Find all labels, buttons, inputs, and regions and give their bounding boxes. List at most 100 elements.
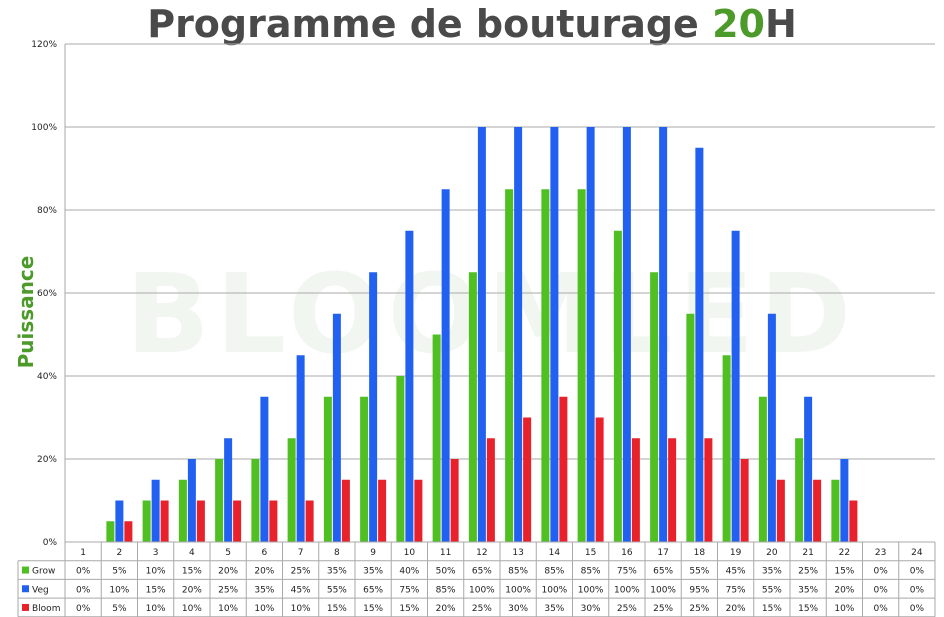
- y-axis-title: Puissance: [14, 256, 38, 369]
- y-tick-label: 80%: [37, 206, 57, 216]
- table-cell: 20%: [726, 604, 746, 614]
- bar-veg: [260, 396, 269, 542]
- bar-grow: [613, 230, 622, 542]
- legend-swatch: [22, 566, 29, 574]
- y-tick-label: 40%: [37, 372, 57, 382]
- table-cell: 85%: [581, 567, 601, 577]
- bar-veg: [659, 127, 668, 542]
- bar-bloom: [196, 500, 205, 542]
- table-cell: 10%: [254, 604, 274, 614]
- x-tick-label: 22: [839, 548, 850, 558]
- x-tick-label: 4: [189, 548, 195, 558]
- bar-bloom: [595, 417, 604, 542]
- table-cell: 55%: [689, 567, 709, 577]
- bar-bloom: [813, 479, 822, 542]
- table-cell: 15%: [146, 585, 166, 595]
- y-tick-label: 20%: [37, 455, 57, 465]
- x-tick-label: 21: [802, 548, 813, 558]
- table-cell: 25%: [798, 567, 818, 577]
- table-cell: 10%: [146, 604, 166, 614]
- table-cell: 25%: [291, 567, 311, 577]
- y-tick-label: 100%: [31, 123, 57, 133]
- table-cell: 100%: [469, 585, 495, 595]
- bar-veg: [115, 500, 124, 542]
- table-cell: 0%: [910, 585, 925, 595]
- x-tick-label: 16: [621, 548, 633, 558]
- table-cell: 45%: [291, 585, 311, 595]
- table-cell: 15%: [363, 604, 383, 614]
- table-cell: 0%: [873, 567, 888, 577]
- table-cell: 55%: [762, 585, 782, 595]
- x-tick-label: 10: [404, 548, 416, 558]
- bar-grow: [142, 500, 151, 542]
- bar-grow: [468, 272, 477, 542]
- table-cell: 85%: [508, 567, 528, 577]
- table-cell: 100%: [505, 585, 531, 595]
- table-cell: 100%: [650, 585, 676, 595]
- table-cell: 20%: [182, 585, 202, 595]
- table-cell: 15%: [762, 604, 782, 614]
- table-cell: 35%: [798, 585, 818, 595]
- table-cell: 100%: [542, 585, 568, 595]
- x-tick-label: 24: [911, 548, 923, 558]
- bar-bloom: [776, 479, 785, 542]
- table-cell: 25%: [689, 604, 709, 614]
- x-tick-label: 5: [225, 548, 231, 558]
- table-cell: 20%: [834, 585, 854, 595]
- bar-veg: [840, 459, 849, 542]
- bar-grow: [795, 438, 804, 542]
- bar-bloom: [305, 500, 314, 542]
- table-cell: 25%: [653, 604, 673, 614]
- table-cell: 100%: [578, 585, 604, 595]
- bar-grow: [106, 521, 115, 542]
- bar-bloom: [740, 459, 749, 542]
- table-cell: 10%: [182, 604, 202, 614]
- bar-veg: [224, 438, 233, 542]
- bar-grow: [323, 396, 332, 542]
- bar-grow: [650, 272, 659, 542]
- bar-veg: [441, 189, 450, 542]
- bar-veg: [187, 459, 196, 542]
- data-table: 1 2 3 4 5 6 7 8 9 10 11 12 13 14 15 16 17 18 19 20 21 22 23 24G…: [17, 541, 936, 617]
- table-cell: 15%: [327, 604, 347, 614]
- x-tick-label: 8: [334, 548, 340, 558]
- bar-grow: [722, 355, 731, 542]
- bar-bloom: [704, 438, 713, 542]
- x-tick-label: 20: [766, 548, 778, 558]
- x-tick-label: 6: [262, 548, 268, 558]
- table-cell: 10%: [218, 604, 238, 614]
- bar-bloom: [668, 438, 677, 542]
- x-tick-label: 13: [512, 548, 523, 558]
- x-tick-label: 9: [370, 548, 376, 558]
- bar-grow: [577, 189, 586, 542]
- table-cell: 0%: [910, 567, 925, 577]
- bar-veg: [405, 230, 414, 542]
- table-cell: 0%: [873, 585, 888, 595]
- table-cell: 15%: [399, 604, 419, 614]
- table-cell: 75%: [726, 585, 746, 595]
- bar-veg: [804, 396, 813, 542]
- y-tick-labels: 0% 20% 40% 60% 80% 100% 120%: [31, 40, 57, 548]
- table-cell: 0%: [76, 585, 91, 595]
- bar-bloom: [559, 396, 568, 542]
- table-cell: 35%: [327, 567, 347, 577]
- bar-bloom: [523, 417, 532, 542]
- table-cell: 25%: [617, 604, 637, 614]
- table-cell: 10%: [109, 585, 129, 595]
- bar-veg: [731, 230, 740, 542]
- bar-veg: [550, 127, 559, 542]
- table-cell: 35%: [254, 585, 274, 595]
- bar-grow: [758, 396, 767, 542]
- bar-veg: [332, 313, 341, 542]
- bar-bloom: [160, 500, 169, 542]
- table-cell: 20%: [436, 604, 456, 614]
- bar-veg: [477, 127, 486, 542]
- bar-bloom: [414, 479, 423, 542]
- bar-grow: [396, 376, 405, 542]
- bars: [106, 127, 858, 542]
- table-cell: 85%: [544, 567, 564, 577]
- table-cell: 35%: [762, 567, 782, 577]
- bar-veg: [767, 313, 776, 542]
- table-cell: 0%: [873, 604, 888, 614]
